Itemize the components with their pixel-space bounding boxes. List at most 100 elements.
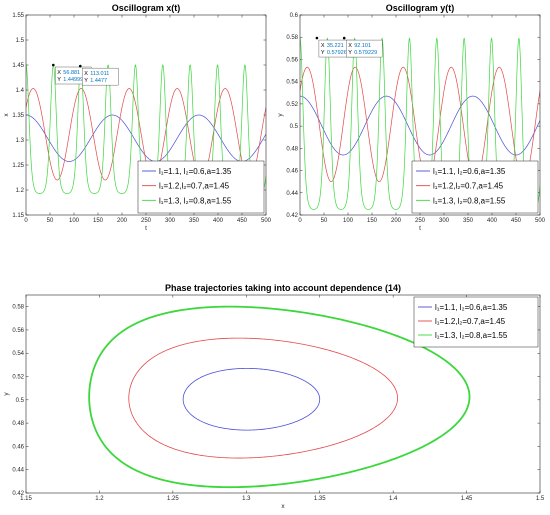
y-tick-label: 0.56 bbox=[12, 328, 24, 334]
legend-label-1: l₁=1.1, l₂=0.6,a=1.35 bbox=[159, 167, 232, 176]
x-tick-label: 1.5 bbox=[536, 496, 545, 502]
x-tick-label: 300 bbox=[439, 218, 450, 224]
trajectories bbox=[88, 305, 471, 489]
axes-box bbox=[25, 294, 541, 494]
y-tick-label: 0.58 bbox=[286, 35, 298, 41]
legend-box bbox=[413, 296, 539, 348]
x-tick-label: 0 bbox=[24, 218, 28, 224]
datatip-y-label: Y bbox=[321, 50, 325, 56]
datatip-y-label: Y bbox=[348, 50, 352, 56]
legend-label-3: l₁=1.3, l₂=0.8,a=1.55 bbox=[159, 196, 232, 205]
x-tick-label: 350 bbox=[463, 218, 474, 224]
datatip-x-label: X bbox=[321, 43, 325, 49]
datatip-x-value: 35.221 bbox=[327, 43, 344, 49]
y-axis-label: y bbox=[3, 392, 10, 396]
y-axis-label: y bbox=[277, 113, 284, 117]
y-tick-label: 1.15 bbox=[12, 213, 24, 219]
series-line-1 bbox=[300, 95, 540, 156]
y-tick-label: 0.54 bbox=[286, 80, 298, 86]
x-tick-label: 100 bbox=[69, 218, 80, 224]
x-tick-label: 300 bbox=[165, 218, 176, 224]
x-tick-label: 1.15 bbox=[20, 496, 32, 502]
x-tick-label: 200 bbox=[391, 218, 402, 224]
chart-title: Oscillogram y(t) bbox=[386, 3, 455, 13]
x-tick-label: 400 bbox=[213, 218, 224, 224]
axes-box bbox=[299, 14, 541, 216]
y-tick-label: 1.55 bbox=[12, 13, 24, 19]
y-tick-label: 0.52 bbox=[286, 102, 298, 108]
legend: l₁=1.1, l₂=0.6,a=1.35 l₁=1.2,l₂=0.7,a=1.4… bbox=[413, 296, 539, 348]
chart-yt: 0 50 100 150 200 250 300 350 400 450 500 0.42 0.44 0.… bbox=[277, 3, 546, 232]
y-tick-label: 0.5 bbox=[16, 398, 25, 404]
datatip-y-value: 1.44999 bbox=[63, 77, 83, 83]
legend-label-3: l₁=1.3, l₂=0.8,a=1.55 bbox=[435, 331, 508, 340]
x-tick-label: 350 bbox=[189, 218, 200, 224]
y-tick-label: 0.5 bbox=[290, 124, 299, 130]
series-line-2 bbox=[300, 66, 540, 183]
legend-box bbox=[137, 160, 265, 214]
trajectory-3 bbox=[88, 305, 471, 489]
legend: l₁=1.1, l₂=0.6,a=1.35 l₁=1.2,l₂=0.7,a=1.4… bbox=[411, 160, 539, 214]
datatip-y-label: Y bbox=[57, 77, 61, 83]
legend-label-2: l₁=1.2,l₂=0.7,a=1.45 bbox=[159, 182, 230, 191]
x-tick-label: 450 bbox=[237, 218, 248, 224]
axes-box bbox=[25, 14, 267, 216]
datatip-y-value: 1.4477 bbox=[90, 78, 107, 84]
legend-label-1: l₁=1.1, l₂=0.6,a=1.35 bbox=[433, 167, 506, 176]
y-tick-label: 1.4 bbox=[16, 88, 25, 94]
datatip-x-value: 56.881 bbox=[63, 70, 80, 76]
y-tick-label: 0.58 bbox=[12, 305, 24, 311]
x-tick-label: 500 bbox=[261, 218, 272, 224]
x-axis-label: t bbox=[419, 225, 421, 232]
datatip-y-value: 0.57926 bbox=[327, 50, 347, 56]
x-tick-label: 450 bbox=[511, 218, 522, 224]
chart-xt: 0 50 100 150 200 250 300 350 400 450 500 1.15 1.2 1.2… bbox=[3, 3, 272, 232]
trajectory-2 bbox=[128, 337, 398, 459]
y-tick-label: 0.44 bbox=[12, 468, 24, 474]
legend-label-2: l₁=1.2,l₂=0.7,a=1.45 bbox=[435, 317, 506, 326]
legend-label-3: l₁=1.3, l₂=0.8,a=1.55 bbox=[433, 196, 506, 205]
x-tick-label: 1.45 bbox=[461, 496, 473, 502]
x-tick-label: 1.3 bbox=[242, 496, 251, 502]
x-tick-label: 1.35 bbox=[314, 496, 326, 502]
datatip-y-value: 0.579229 bbox=[354, 50, 377, 56]
datatip-x-label: X bbox=[348, 43, 352, 49]
x-tick-label: 1.4 bbox=[389, 496, 398, 502]
x-axis-label: t bbox=[145, 225, 147, 232]
y-tick-label: 1.35 bbox=[12, 113, 24, 119]
datatip-x-value: 113.011 bbox=[90, 71, 109, 77]
y-tick-label: 0.48 bbox=[12, 421, 24, 427]
datatip-x-label: X bbox=[57, 70, 61, 76]
x-tick-label: 1.2 bbox=[95, 496, 104, 502]
datatip-marker bbox=[342, 36, 346, 40]
y-tick-label: 1.2 bbox=[16, 188, 25, 194]
x-axis-label: x bbox=[281, 503, 285, 510]
x-tick-label: 500 bbox=[535, 218, 546, 224]
datatip-marker bbox=[78, 64, 82, 68]
chart-title: Phase trajectories taking into account d… bbox=[165, 283, 401, 293]
datatip-y-label: Y bbox=[84, 78, 88, 84]
datatip-marker bbox=[52, 63, 55, 67]
x-tick-label: 150 bbox=[93, 218, 104, 224]
x-tick-label: 0 bbox=[298, 218, 302, 224]
datatip-x-value: 92.101 bbox=[354, 43, 371, 49]
x-tick-label: 100 bbox=[343, 218, 354, 224]
datatip-marker bbox=[315, 36, 319, 40]
x-tick-label: 250 bbox=[415, 218, 426, 224]
x-tick-label: 400 bbox=[487, 218, 498, 224]
x-tick-label: 1.25 bbox=[167, 496, 179, 502]
y-tick-label: 0.46 bbox=[12, 444, 24, 450]
y-tick-label: 0.46 bbox=[286, 169, 298, 175]
y-tick-label: 1.5 bbox=[16, 38, 25, 44]
y-tick-label: 0.54 bbox=[12, 351, 24, 357]
y-tick-label: 1.25 bbox=[12, 163, 24, 169]
datatip-box bbox=[82, 67, 119, 86]
x-tick-label: 50 bbox=[321, 218, 328, 224]
legend-label-1: l₁=1.1, l₂=0.6,a=1.35 bbox=[435, 303, 508, 312]
y-tick-label: 1.3 bbox=[16, 138, 25, 144]
legend-box bbox=[411, 160, 539, 214]
x-tick-label: 200 bbox=[117, 218, 128, 224]
